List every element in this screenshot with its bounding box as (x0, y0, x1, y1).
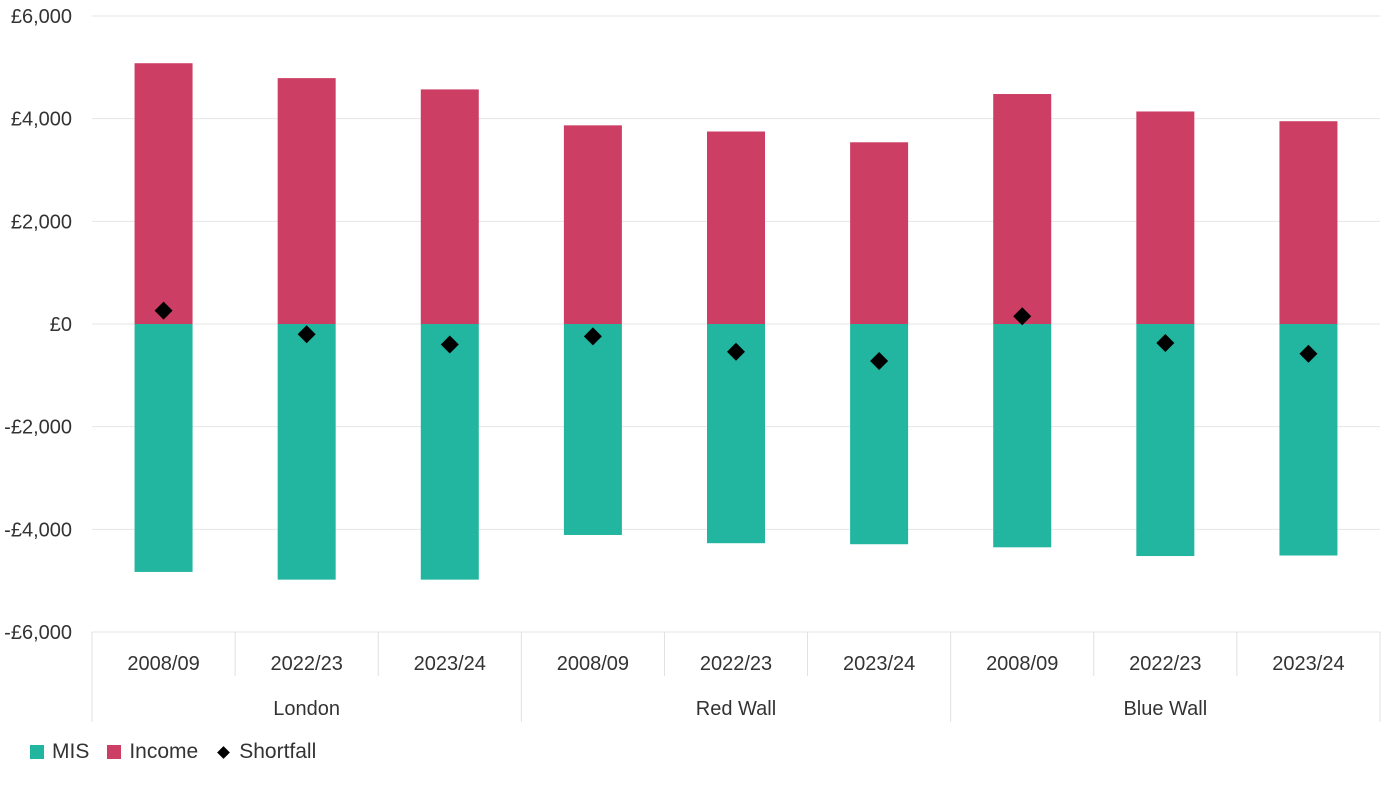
x-tick-label: 2008/09 (127, 653, 199, 675)
y-tick-label: £4,000 (11, 109, 72, 131)
bar-income (1136, 111, 1195, 324)
legend-item-mis: MIS (30, 740, 89, 764)
legend-swatch-mis (30, 745, 44, 759)
chart-svg: £6,000 £4,000 £2,000 £0 -£2,000 -£4,000 -£6,00… (4, 6, 1381, 722)
y-tick-label: £2,000 (11, 211, 72, 233)
legend-label-mis: MIS (52, 740, 90, 763)
x-tick-label: 2022/23 (1129, 653, 1201, 675)
bar-mis (1136, 324, 1195, 557)
x-tick-label: 2022/23 (271, 653, 343, 675)
bar-income (563, 125, 622, 324)
legend-label-shortfall: Shortfall (239, 740, 317, 763)
shortfall-marker (1299, 344, 1318, 363)
group-label: Red Wall (696, 698, 776, 720)
chart-legend: MIS Income Shortfall (30, 740, 316, 764)
bar-mis (277, 324, 336, 580)
x-tick-label: 2022/23 (700, 653, 772, 675)
y-tick-label: -£4,000 (4, 519, 72, 541)
y-tick-label: £0 (50, 314, 72, 336)
bar-mis (563, 324, 622, 535)
x-tick-label: 2023/24 (1272, 653, 1344, 675)
bar-income (134, 63, 193, 325)
bar-mis (420, 324, 479, 580)
legend-label-income: Income (129, 740, 199, 763)
x-tick-label: 2023/24 (414, 653, 486, 675)
shortfall-marker (1013, 307, 1032, 326)
bar-income (993, 94, 1052, 324)
legend-item-income: Income (107, 740, 198, 764)
bar-income (850, 142, 909, 324)
y-tick-label: £6,000 (11, 6, 72, 28)
bar-mis (134, 324, 193, 572)
x-tick-label: 2023/24 (843, 653, 915, 675)
legend-diamond-icon (217, 745, 231, 759)
shortfall-marker (154, 301, 173, 320)
shortfall-marker (870, 351, 889, 370)
bar-income (277, 78, 336, 324)
x-tick-label: 2008/09 (557, 653, 629, 675)
legend-item-shortfall: Shortfall (216, 740, 316, 764)
legend-swatch-income (107, 745, 122, 759)
bar-income (707, 131, 765, 324)
shortfall-marker (297, 325, 316, 344)
bar-income (420, 89, 479, 324)
bar-income (1279, 121, 1338, 324)
shortfall-marker (727, 342, 745, 361)
y-tick-label: -£6,000 (4, 622, 72, 644)
shortfall-marker (440, 335, 459, 354)
x-tick-label: 2008/09 (986, 653, 1058, 675)
bar-mis (993, 324, 1052, 548)
shortfall-marker (583, 327, 602, 346)
group-label: London (273, 698, 340, 720)
y-tick-label: -£2,000 (4, 417, 72, 439)
group-label: Blue Wall (1123, 698, 1207, 720)
shortfall-marker (1156, 333, 1175, 352)
